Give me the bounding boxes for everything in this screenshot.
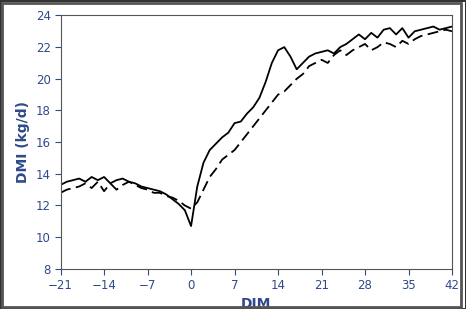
X-axis label: DIM: DIM — [241, 297, 272, 309]
Y-axis label: DMI (kg/d): DMI (kg/d) — [16, 101, 30, 183]
